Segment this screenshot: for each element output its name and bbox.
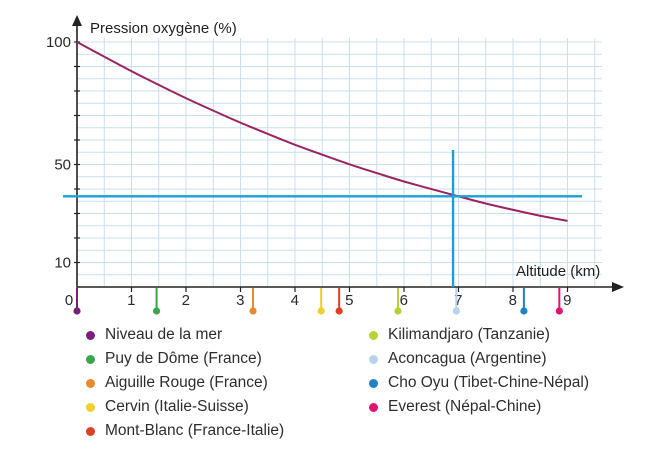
legend-swatch	[369, 379, 378, 388]
legend-label: Aiguille Rouge (France)	[105, 374, 268, 392]
legend-label: Cho Oyu (Tibet-Chine-Népal)	[388, 374, 589, 392]
legend-item: Aiguille Rouge (France)	[86, 374, 268, 392]
legend-item: Kilimandjaro (Tanzanie)	[369, 326, 550, 344]
legend-label: Cervin (Italie-Suisse)	[105, 398, 249, 416]
legend-label: Mont-Blanc (France-Italie)	[105, 422, 284, 440]
legend-swatch	[86, 403, 95, 412]
legend-swatch	[369, 355, 378, 364]
legend-swatch	[86, 379, 95, 388]
legend: Niveau de la mer Puy de Dôme (France) Aigu…	[0, 0, 652, 462]
legend-item: Everest (Népal-Chine)	[369, 398, 541, 416]
legend-label: Niveau de la mer	[105, 326, 222, 344]
legend-swatch	[86, 331, 95, 340]
legend-label: Everest (Népal-Chine)	[388, 398, 541, 416]
legend-swatch	[86, 355, 95, 364]
legend-item: Aconcagua (Argentine)	[369, 350, 547, 368]
legend-item: Puy de Dôme (France)	[86, 350, 262, 368]
legend-label: Puy de Dôme (France)	[105, 350, 262, 368]
legend-item: Cervin (Italie-Suisse)	[86, 398, 249, 416]
legend-label: Kilimandjaro (Tanzanie)	[388, 326, 550, 344]
legend-swatch	[369, 331, 378, 340]
chart-figure: 0 1 2 3 4 5 6 7 8 9 100 50 10 Pression oxygène (%) A…	[0, 0, 652, 462]
legend-item: Niveau de la mer	[86, 326, 222, 344]
legend-item: Mont-Blanc (France-Italie)	[86, 422, 284, 440]
legend-swatch	[86, 427, 95, 436]
legend-label: Aconcagua (Argentine)	[388, 350, 547, 368]
legend-item: Cho Oyu (Tibet-Chine-Népal)	[369, 374, 589, 392]
legend-swatch	[369, 403, 378, 412]
